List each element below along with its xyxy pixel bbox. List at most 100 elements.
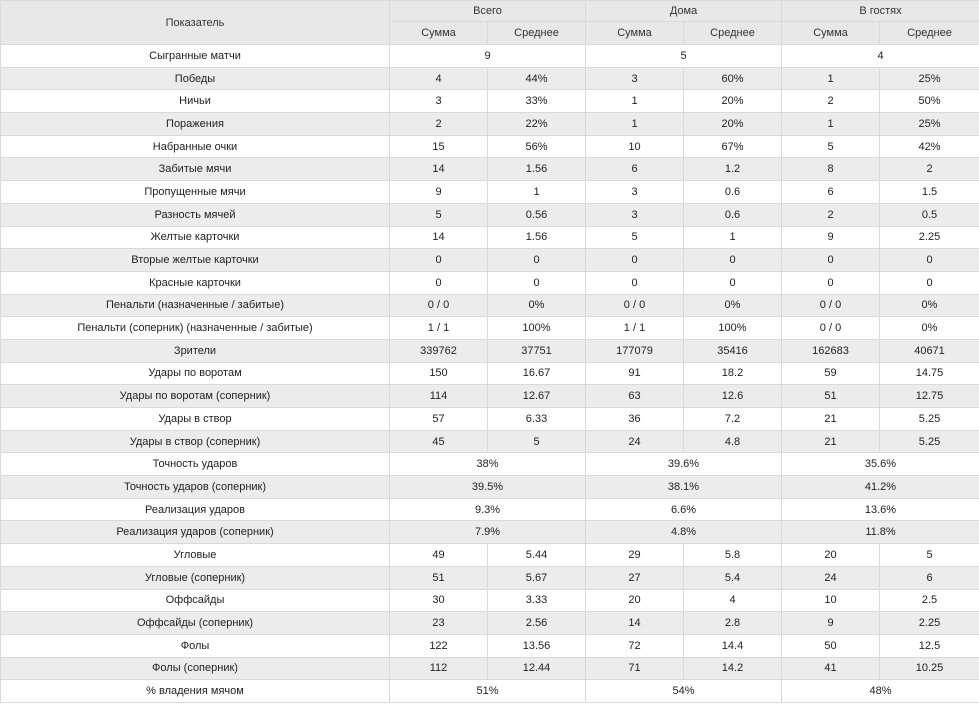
table-row: Фолы 122 13.56 72 14.4 50 12.5 <box>0 633 979 658</box>
average-cell: 3.33 <box>487 588 586 613</box>
average-cell: 0% <box>487 293 586 318</box>
average-cell: 0.6 <box>683 180 782 204</box>
average-cell: 44% <box>487 66 586 91</box>
row-label: Реализация ударов (соперник) <box>0 520 390 545</box>
row-label: Набранные очки <box>0 134 390 159</box>
merged-cell: 9 <box>389 44 586 68</box>
sum-cell: 0 / 0 <box>781 316 880 340</box>
sum-cell: 14 <box>389 225 488 250</box>
sum-cell: 6 <box>585 157 684 182</box>
sub-header-home-avg: Среднее <box>683 21 782 45</box>
average-cell: 2.25 <box>879 611 979 635</box>
average-cell: 60% <box>683 66 782 91</box>
average-cell: 14.2 <box>683 656 782 681</box>
sum-cell: 1 <box>781 112 880 136</box>
average-cell: 0 <box>879 270 979 295</box>
sum-cell: 1 / 1 <box>389 316 488 340</box>
merged-cell: 11.8% <box>781 520 979 545</box>
merged-cell: 6.6% <box>585 497 782 522</box>
sum-cell: 8 <box>781 157 880 182</box>
merged-cell: 5 <box>585 44 782 68</box>
table-row: Реализация ударов 9.3% 6.6% 13.6% <box>0 497 979 522</box>
sum-cell: 51 <box>781 384 880 408</box>
average-cell: 25% <box>879 112 979 136</box>
average-cell: 22% <box>487 112 586 136</box>
average-cell: 20% <box>683 89 782 114</box>
sum-cell: 14 <box>585 611 684 635</box>
average-cell: 0 <box>683 248 782 272</box>
sum-cell: 10 <box>585 134 684 159</box>
average-cell: 1 <box>487 180 586 204</box>
sum-cell: 51 <box>389 565 488 590</box>
average-cell: 12.6 <box>683 384 782 408</box>
sum-cell: 63 <box>585 384 684 408</box>
average-cell: 0.56 <box>487 202 586 227</box>
merged-cell: 9.3% <box>389 497 586 522</box>
sum-cell: 0 <box>585 248 684 272</box>
row-label: Оффсайды (соперник) <box>0 611 390 635</box>
sum-cell: 72 <box>585 633 684 658</box>
average-cell: 5.4 <box>683 565 782 590</box>
table-row: Пенальти (соперник) (назначенные / забит… <box>0 316 979 340</box>
row-label: Разность мячей <box>0 202 390 227</box>
average-cell: 0 <box>487 248 586 272</box>
row-label: Забитые мячи <box>0 157 390 182</box>
average-cell: 5 <box>487 429 586 454</box>
average-cell: 5.8 <box>683 543 782 567</box>
merged-cell: 54% <box>585 679 782 703</box>
average-cell: 12.5 <box>879 633 979 658</box>
table-row: Набранные очки 15 56% 10 67% 5 42% <box>0 134 979 159</box>
row-label: Фолы (соперник) <box>0 656 390 681</box>
group-header-away: В гостях <box>781 0 979 22</box>
sub-header-away-sum: Сумма <box>781 21 880 45</box>
table-row: Поражения 2 22% 1 20% 1 25% <box>0 112 979 136</box>
average-cell: 12.67 <box>487 384 586 408</box>
average-cell: 56% <box>487 134 586 159</box>
sum-cell: 21 <box>781 429 880 454</box>
sum-cell: 0 <box>389 270 488 295</box>
sum-cell: 0 / 0 <box>389 293 488 318</box>
indicator-header: Показатель <box>0 0 390 45</box>
row-label: Сыгранные матчи <box>0 44 390 68</box>
average-cell: 16.67 <box>487 361 586 386</box>
table-row: Оффсайды 30 3.33 20 4 10 2.5 <box>0 588 979 613</box>
sum-cell: 50 <box>781 633 880 658</box>
table-row: Реализация ударов (соперник) 7.9% 4.8% 11.8… <box>0 520 979 545</box>
average-cell: 2 <box>879 157 979 182</box>
row-label: Победы <box>0 66 390 91</box>
sub-header-home-sum: Сумма <box>585 21 684 45</box>
merged-cell: 48% <box>781 679 979 703</box>
average-cell: 50% <box>879 89 979 114</box>
sum-cell: 3 <box>585 180 684 204</box>
row-label: Пропущенные мячи <box>0 180 390 204</box>
average-cell: 5.25 <box>879 429 979 454</box>
row-label: Пенальти (назначенные / забитые) <box>0 293 390 318</box>
sum-cell: 6 <box>781 180 880 204</box>
sub-header-total-avg: Среднее <box>487 21 586 45</box>
average-cell: 10.25 <box>879 656 979 681</box>
average-cell: 100% <box>487 316 586 340</box>
row-label: Удары в створ (соперник) <box>0 429 390 454</box>
merged-cell: 4 <box>781 44 979 68</box>
sum-cell: 177079 <box>585 338 684 363</box>
sum-cell: 14 <box>389 157 488 182</box>
sum-cell: 29 <box>585 543 684 567</box>
sum-cell: 339762 <box>389 338 488 363</box>
sum-cell: 5 <box>389 202 488 227</box>
average-cell: 42% <box>879 134 979 159</box>
sum-cell: 2 <box>781 89 880 114</box>
average-cell: 100% <box>683 316 782 340</box>
average-cell: 12.75 <box>879 384 979 408</box>
row-label: Ничьи <box>0 89 390 114</box>
average-cell: 5.67 <box>487 565 586 590</box>
sum-cell: 20 <box>781 543 880 567</box>
sum-cell: 3 <box>585 66 684 91</box>
merged-cell: 13.6% <box>781 497 979 522</box>
table-row: Точность ударов 38% 39.6% 35.6% <box>0 452 979 477</box>
average-cell: 18.2 <box>683 361 782 386</box>
sum-cell: 24 <box>781 565 880 590</box>
average-cell: 1.56 <box>487 225 586 250</box>
sum-cell: 36 <box>585 407 684 431</box>
table-row: Красные карточки 0 0 0 0 0 0 <box>0 270 979 295</box>
